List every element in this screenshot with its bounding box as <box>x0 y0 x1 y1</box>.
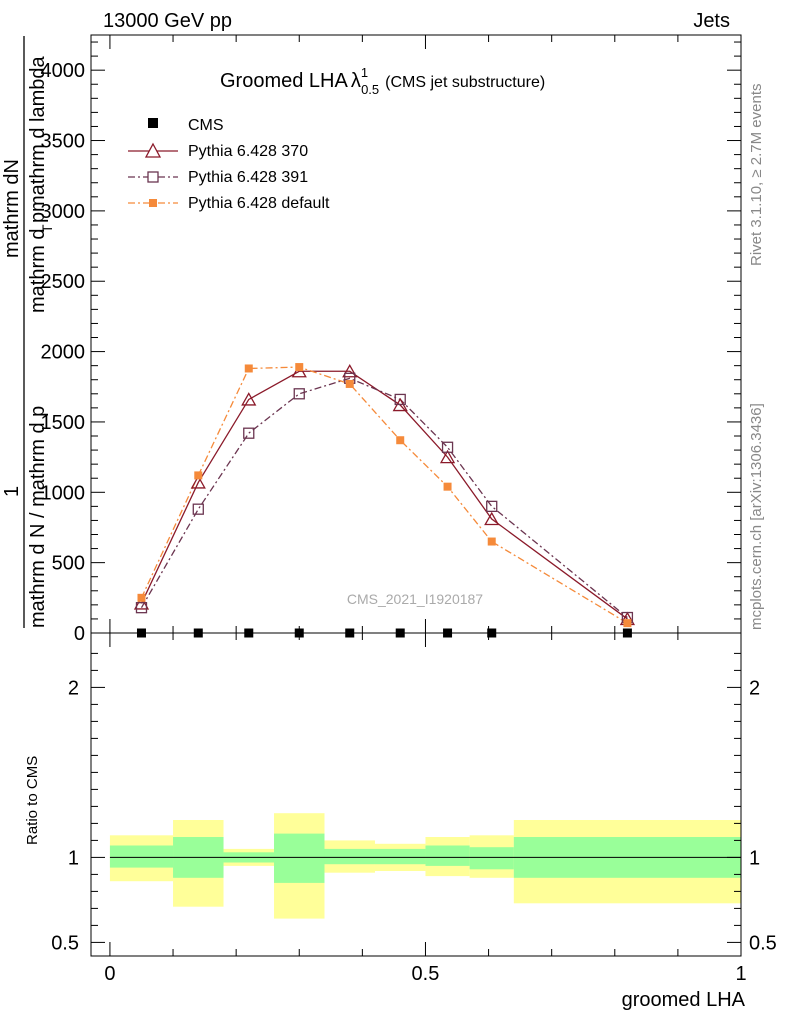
jets-label: Jets <box>693 10 730 32</box>
data-point-pythia-6-428-370 <box>190 475 206 489</box>
legend-item-pythia-370: Pythia 6.428 370 <box>128 142 308 160</box>
plot-title: Groomed LHA λ1 0.5 (CMS jet substructure) <box>220 65 545 97</box>
main-ytick-label: 3000 <box>41 201 86 223</box>
xtick-label: 0 <box>104 963 115 985</box>
ylabel-num-1: 1 <box>1 486 23 497</box>
legend-label-cms: CMS <box>188 117 224 134</box>
series-line-3 <box>140 366 628 624</box>
main-ytick-label: 2500 <box>41 271 86 293</box>
ratio-ytick-label: 1 <box>68 847 79 869</box>
main-ytick-label: 0 <box>74 623 85 645</box>
main-ylabel: 1 mathrm dN mathrm d N / mathrm d p math… <box>1 36 55 628</box>
ratio-inner-band <box>425 845 470 866</box>
data-point-pythia-6-428-391 <box>192 503 204 515</box>
data-point-pythia-6-428-370 <box>342 363 358 378</box>
data-point-pythia-6-428-391 <box>486 500 498 513</box>
ratio-axis-ticks: 0.5 0.51 12 20 0.5 1 <box>51 633 777 985</box>
series-line-2 <box>140 377 628 619</box>
legend: CMS Pythia 6.428 370 Pythia 6.428 391 Py… <box>128 117 330 212</box>
analysis-watermark: CMS_2021_I1920187 <box>347 591 483 607</box>
data-point-pythia-6-428-370 <box>484 511 500 526</box>
data-point-pythia-6-428-370 <box>241 392 257 406</box>
main-plot: 0 500 1000 1500 2000 2500 3000 3500 4000 Groomed… <box>1 34 742 645</box>
collision-label: 13000 GeV pp <box>103 10 232 32</box>
ylabel-den-2: mathrm d p <box>27 212 49 313</box>
legend-item-cms: CMS <box>148 117 224 134</box>
ratio-ylabel: Ratio to CMS <box>24 756 41 845</box>
xaxis-label: groomed LHA <box>622 989 746 1011</box>
ratio-inner-band <box>109 845 174 868</box>
data-point-pythia-6-428-default <box>244 364 253 373</box>
ratio-plot: 0.5 0.51 12 20 0.5 1 Ratio to CMS groomed LHA <box>24 632 777 1011</box>
ratio-ytick-label-right: 2 <box>749 677 760 699</box>
ratio-ytick-label-right: 0.5 <box>749 932 777 954</box>
ratio-ytick-label: 0.5 <box>51 932 79 954</box>
legend-marker-pythia-391 <box>147 171 159 183</box>
data-point-pythia-6-428-default <box>487 537 496 546</box>
data-point-pythia-6-428-391 <box>243 427 255 439</box>
data-point-pythia-6-428-default <box>137 593 146 602</box>
legend-item-pythia-391: Pythia 6.428 391 <box>128 169 308 186</box>
main-ytick-label: 2000 <box>41 342 86 364</box>
data-point-pythia-6-428-370 <box>439 449 456 464</box>
series-line-1 <box>140 370 628 620</box>
data-point-pythia-6-428-default <box>345 379 354 388</box>
legend-label-pythia-default: Pythia 6.428 default <box>188 195 330 212</box>
ylabel-sub: T <box>39 224 55 233</box>
ratio-bands-layer <box>109 813 741 919</box>
main-ytick-label: 1500 <box>41 412 86 434</box>
ylabel-den-1: mathrm d N / mathrm d p <box>27 406 49 628</box>
main-ytick-label: 4000 <box>41 60 86 82</box>
main-axis-ticks: 0 500 1000 1500 2000 2500 3000 3500 4000 <box>41 35 742 645</box>
legend-marker-pythia-default <box>149 199 157 207</box>
legend-item-pythia-default: Pythia 6.428 default <box>128 195 330 212</box>
mcplots-label: mcplots.cern.ch [arXiv:1306.3436] <box>748 403 765 630</box>
ratio-ytick-label-right: 1 <box>749 847 760 869</box>
legend-label-pythia-370: Pythia 6.428 370 <box>188 143 308 160</box>
legend-marker-pythia-370 <box>144 142 162 158</box>
data-point-pythia-6-428-391 <box>293 388 305 400</box>
legend-label-pythia-391: Pythia 6.428 391 <box>188 169 308 186</box>
main-ytick-label: 1000 <box>41 482 86 504</box>
data-point-pythia-6-428-default <box>194 471 203 480</box>
legend-marker-cms <box>148 118 158 128</box>
ratio-inner-band <box>374 848 426 865</box>
ratio-inner-band <box>469 847 514 870</box>
ylabel-num-2: mathrm dN <box>1 159 23 258</box>
main-ytick-label: 500 <box>52 553 85 575</box>
ratio-plot-frame <box>90 632 742 957</box>
data-point-pythia-6-428-default <box>623 619 632 628</box>
data-point-pythia-6-428-391 <box>441 441 454 453</box>
data-point-pythia-6-428-391 <box>394 393 406 406</box>
data-point-pythia-6-428-391 <box>135 602 148 614</box>
rivet-version-label: Rivet 3.1.10, ≥ 2.7M events <box>748 84 765 267</box>
xtick-label: 1 <box>735 963 746 985</box>
ylabel-den-3: mathrm d lambda <box>27 56 49 212</box>
main-ytick-label: 3500 <box>41 131 86 153</box>
data-point-pythia-6-428-default <box>396 436 405 445</box>
data-point-pythia-6-428-default <box>443 482 452 491</box>
ratio-ytick-label: 2 <box>68 677 79 699</box>
ratio-inner-band <box>324 848 375 865</box>
ratio-inner-band <box>274 833 325 883</box>
data-point-pythia-6-428-default <box>295 363 304 372</box>
xtick-label: 0.5 <box>412 963 440 985</box>
